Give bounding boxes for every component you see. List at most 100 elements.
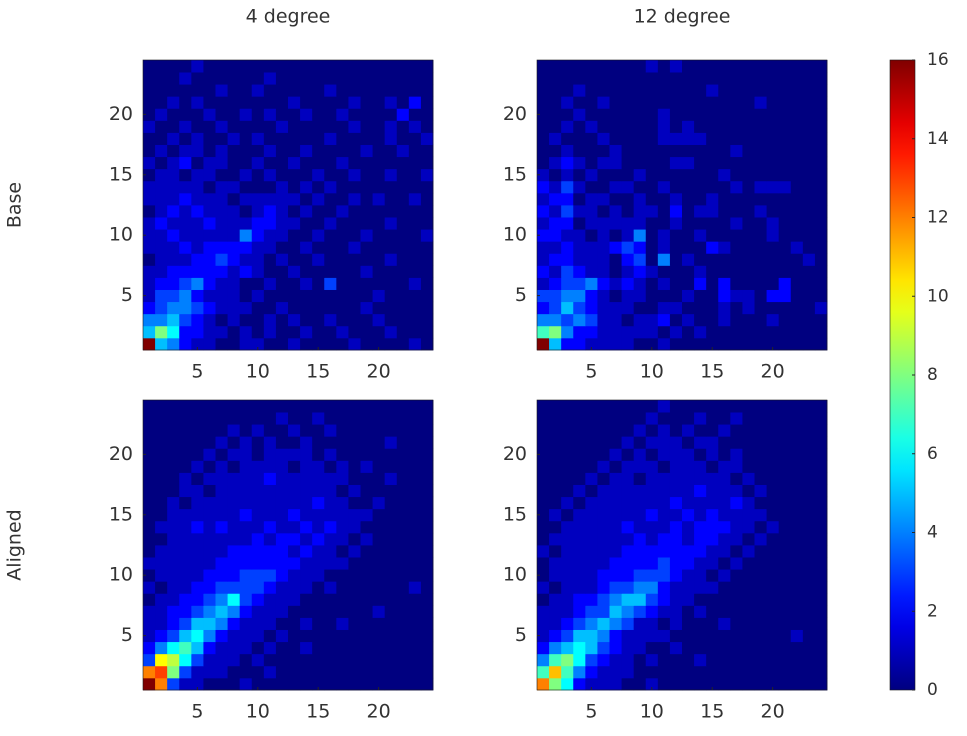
heatmap-cell: [621, 120, 635, 133]
heatmap-cell: [730, 84, 743, 97]
heatmap-cell: [360, 180, 373, 194]
heatmap-cell: [694, 72, 707, 85]
heatmap-cell: [766, 484, 780, 498]
heatmap-cell: [645, 84, 659, 97]
heatmap-cell: [718, 132, 731, 145]
x-tick-label: 20: [761, 361, 785, 383]
heatmap-cell: [348, 120, 361, 133]
heatmap-cell: [754, 217, 767, 230]
heatmap-cell: [742, 532, 755, 546]
heatmap-cell: [633, 301, 647, 315]
heatmap-cell: [706, 520, 719, 534]
heatmap-cell: [609, 617, 622, 630]
heatmap-cell: [324, 593, 337, 606]
heatmap-cell: [288, 205, 301, 218]
heatmap-cell: [360, 581, 373, 594]
heatmap-cell: [408, 472, 422, 485]
heatmap-cell: [215, 168, 228, 182]
heatmap-cells: [143, 60, 434, 351]
heatmap-cell: [300, 192, 313, 206]
heatmap-cell: [633, 412, 647, 425]
heatmap-cell: [348, 84, 361, 97]
heatmap-cell: [155, 289, 168, 303]
heatmap-cell: [360, 60, 373, 73]
heatmap-cell: [239, 460, 253, 473]
heatmap-cell: [275, 84, 289, 97]
heatmap-cell: [573, 120, 586, 133]
heatmap-cell: [336, 277, 349, 290]
heatmap-cell: [239, 448, 253, 461]
heatmap-cell: [420, 617, 434, 630]
heatmap-cell: [215, 677, 228, 691]
heatmap-cell: [372, 641, 386, 655]
heatmap-cell: [718, 60, 731, 73]
heatmap-cell: [778, 217, 792, 230]
heatmap-cell: [766, 120, 780, 133]
heatmap-cell: [263, 665, 277, 679]
heatmap-cell: [537, 192, 550, 206]
heatmap-cell: [420, 496, 434, 510]
heatmap-cell: [143, 532, 156, 546]
heatmap-cell: [549, 192, 562, 206]
heatmap-cell: [645, 108, 659, 121]
heatmap-cell: [802, 265, 816, 278]
heatmap-cell: [288, 156, 301, 170]
heatmap-cell: [778, 156, 792, 170]
heatmap-cell: [263, 253, 277, 266]
heatmap-cell: [408, 424, 422, 437]
heatmap-cell: [324, 677, 337, 691]
heatmap-cell: [288, 289, 301, 303]
heatmap-cell: [143, 108, 156, 121]
heatmap-cell: [778, 120, 792, 133]
heatmap-cell: [790, 72, 804, 85]
heatmap-cell: [179, 229, 192, 242]
heatmap-cell: [360, 665, 373, 679]
heatmap-cell: [179, 313, 192, 327]
heatmap-cell: [179, 412, 192, 425]
heatmap-cell: [179, 641, 192, 655]
heatmap-cell: [609, 60, 622, 73]
heatmap-cell: [718, 313, 731, 327]
heatmap-cell: [621, 472, 635, 485]
heatmap-cell: [300, 168, 313, 182]
heatmap-cell: [179, 665, 192, 679]
heatmap-cell: [561, 412, 574, 425]
heatmap-cell: [790, 508, 804, 522]
heatmap-cell: [288, 532, 301, 546]
heatmap-cell: [288, 72, 301, 85]
heatmap-cell: [312, 337, 325, 351]
heatmap-cell: [263, 641, 277, 655]
heatmap-cell: [227, 412, 241, 425]
heatmap-cell: [336, 313, 349, 327]
heatmap-cell: [537, 665, 550, 679]
heatmap-cell: [348, 605, 361, 618]
heatmap-cell: [143, 289, 156, 303]
heatmap-cell: [742, 192, 755, 206]
heatmap-cell: [742, 325, 755, 339]
heatmap-cell: [802, 313, 816, 327]
heatmap-cell: [585, 144, 598, 158]
heatmap-cell: [227, 156, 241, 170]
heatmap-cell: [766, 545, 780, 558]
heatmap-cell: [730, 205, 743, 218]
heatmap-cell: [645, 205, 659, 218]
heatmap-cell: [312, 484, 325, 498]
heatmap-cell: [420, 132, 434, 145]
heatmap-cell: [573, 289, 586, 303]
heatmap-cell: [682, 241, 695, 254]
heatmap-cell: [300, 205, 313, 218]
heatmap-cell: [239, 60, 253, 73]
heatmap-cell: [585, 400, 598, 413]
heatmap-cell: [549, 593, 562, 606]
heatmap-cell: [360, 520, 373, 534]
heatmap-cell: [766, 229, 780, 242]
heatmap-cell: [609, 241, 622, 254]
heatmap-cell: [742, 677, 755, 691]
heatmap-cell: [191, 253, 204, 266]
row-label: Aligned: [4, 509, 26, 580]
heatmap-cell: [324, 60, 337, 73]
heatmap-cell: [694, 144, 707, 158]
heatmap-cell: [778, 301, 792, 315]
heatmap-cell: [573, 532, 586, 546]
heatmap-cell: [645, 156, 659, 170]
